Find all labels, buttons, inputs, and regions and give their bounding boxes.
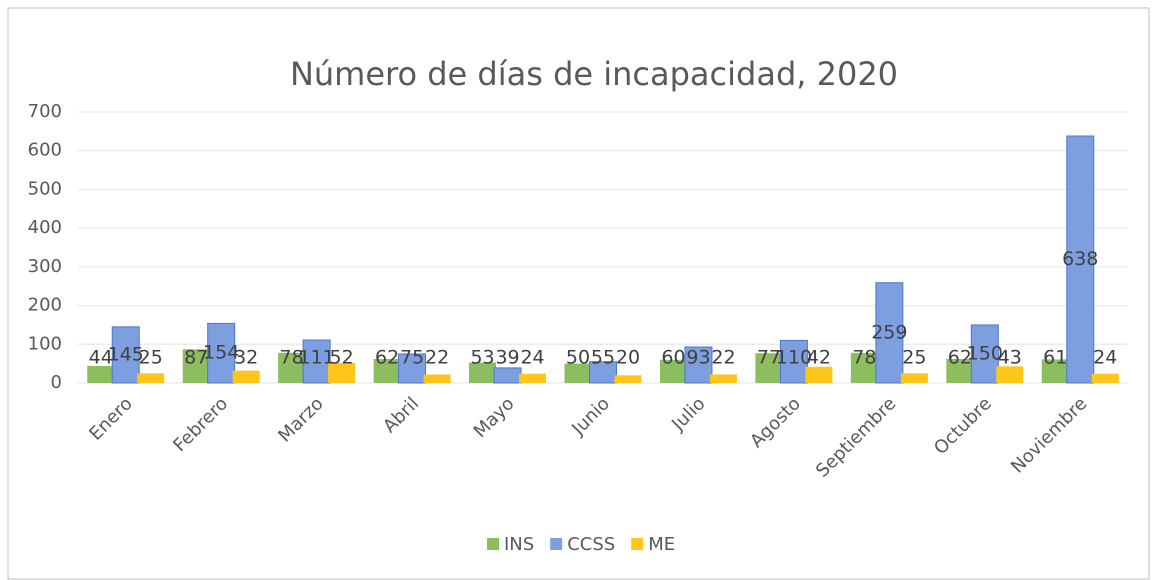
legend-label: ME (648, 534, 675, 555)
y-tick-label: 300 (28, 256, 62, 277)
data-label: 150 (967, 342, 1003, 364)
data-label: 75 (400, 347, 424, 369)
data-label: 24 (1093, 347, 1117, 369)
bar (996, 366, 1024, 383)
bar (1041, 359, 1069, 383)
bar (87, 365, 115, 383)
bar (328, 362, 356, 383)
bar (970, 324, 999, 384)
bar (755, 353, 783, 383)
data-label: 39 (495, 347, 519, 369)
data-label: 77 (757, 347, 781, 369)
legend-swatch (550, 538, 563, 550)
bar (423, 374, 451, 383)
y-tick-label: 100 (28, 333, 62, 354)
bar (182, 349, 210, 383)
bar (900, 373, 928, 383)
bar (589, 361, 617, 384)
bar (1066, 135, 1095, 384)
bar (659, 359, 687, 383)
data-label: 62 (375, 347, 399, 369)
data-label: 78 (852, 347, 876, 369)
bar (493, 367, 522, 384)
chart-title: Número de días de incapacidad, 2020 (290, 55, 898, 93)
y-tick-label: 0 (51, 372, 62, 393)
data-label: 22 (711, 347, 735, 369)
data-label: 110 (776, 347, 812, 369)
bar (805, 366, 833, 383)
bar (373, 358, 401, 383)
data-label: 55 (591, 347, 615, 369)
data-label: 93 (686, 347, 710, 369)
bar (875, 282, 904, 384)
data-label: 20 (616, 347, 640, 369)
data-label: 44 (89, 347, 113, 369)
data-label: 32 (234, 347, 258, 369)
data-label: 25 (902, 347, 926, 369)
y-tick-label: 600 (28, 140, 62, 161)
data-label: 145 (108, 343, 144, 365)
bar (614, 375, 642, 383)
bar (946, 358, 974, 383)
bar (519, 373, 547, 383)
data-label: 638 (1062, 248, 1098, 270)
bar (207, 322, 236, 384)
y-tick-label: 400 (28, 217, 62, 238)
data-label: 61 (1043, 347, 1067, 369)
bar (232, 370, 260, 383)
data-label: 53 (470, 347, 494, 369)
bar (684, 346, 713, 384)
data-label: 43 (998, 347, 1022, 369)
bar (302, 339, 331, 384)
y-tick-label: 200 (28, 295, 62, 316)
legend-swatch (631, 538, 644, 550)
bar (779, 339, 808, 384)
data-label: 52 (330, 347, 354, 369)
data-label: 62 (948, 347, 972, 369)
data-label: 24 (520, 347, 544, 369)
bar (850, 352, 878, 383)
data-label: 259 (871, 321, 907, 343)
data-label: 22 (425, 347, 449, 369)
data-label: 42 (807, 347, 831, 369)
y-tick-label: 700 (28, 101, 62, 122)
bar (709, 374, 737, 383)
data-label: 87 (184, 347, 208, 369)
data-label: 78 (280, 347, 304, 369)
bar (1091, 373, 1119, 383)
data-label: 60 (661, 347, 685, 369)
bar (137, 373, 165, 383)
data-label: 111 (299, 347, 335, 369)
bar (111, 326, 140, 384)
bar (564, 363, 592, 383)
y-tick-label: 500 (28, 178, 62, 199)
legend-swatch (487, 538, 499, 550)
chart-frame (7, 7, 1150, 580)
data-label: 25 (139, 347, 163, 369)
data-label: 50 (566, 347, 590, 369)
data-label: 154 (203, 342, 239, 364)
legend-label: CCSS (567, 534, 615, 555)
bar (278, 352, 306, 383)
legend-label: INS (504, 534, 534, 555)
bar (398, 353, 427, 384)
bar (469, 362, 497, 383)
